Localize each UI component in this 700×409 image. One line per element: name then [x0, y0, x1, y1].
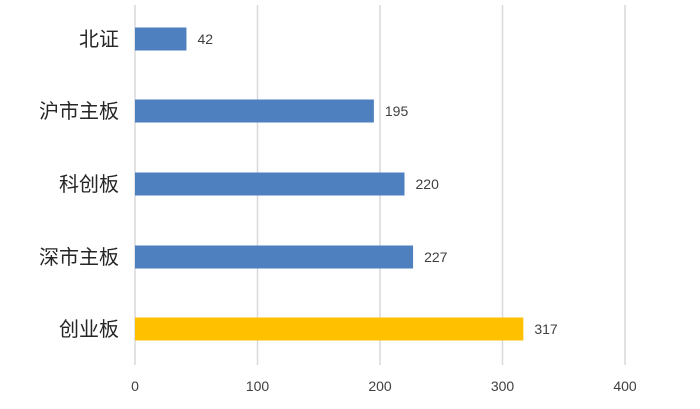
- category-label-0: 北证: [79, 27, 119, 51]
- bar-3: [135, 245, 414, 269]
- data-label-4: 317: [534, 321, 558, 337]
- bar-1: [135, 99, 374, 123]
- data-label-1: 195: [385, 103, 409, 119]
- x-tick-label: 100: [246, 378, 270, 394]
- data-label-2: 220: [416, 176, 440, 192]
- x-tick-label: 200: [368, 378, 392, 394]
- bar-2: [135, 172, 405, 196]
- data-label-0: 42: [197, 31, 213, 47]
- bars: [135, 27, 524, 341]
- category-label-4: 创业板: [59, 317, 119, 341]
- x-axis-ticks: 0 100 200 300 400: [131, 378, 637, 394]
- x-tick-label: 0: [131, 378, 139, 394]
- bar-0: [135, 27, 187, 51]
- x-tick-label: 400: [613, 378, 637, 394]
- bar-4: [135, 317, 524, 341]
- data-label-3: 227: [424, 249, 448, 265]
- x-tick-label: 300: [491, 378, 515, 394]
- data-labels: 42 195 220 227 317: [197, 31, 557, 337]
- category-label-3: 深市主板: [39, 245, 119, 269]
- category-label-1: 沪市主板: [39, 99, 119, 123]
- category-label-2: 科创板: [59, 172, 119, 196]
